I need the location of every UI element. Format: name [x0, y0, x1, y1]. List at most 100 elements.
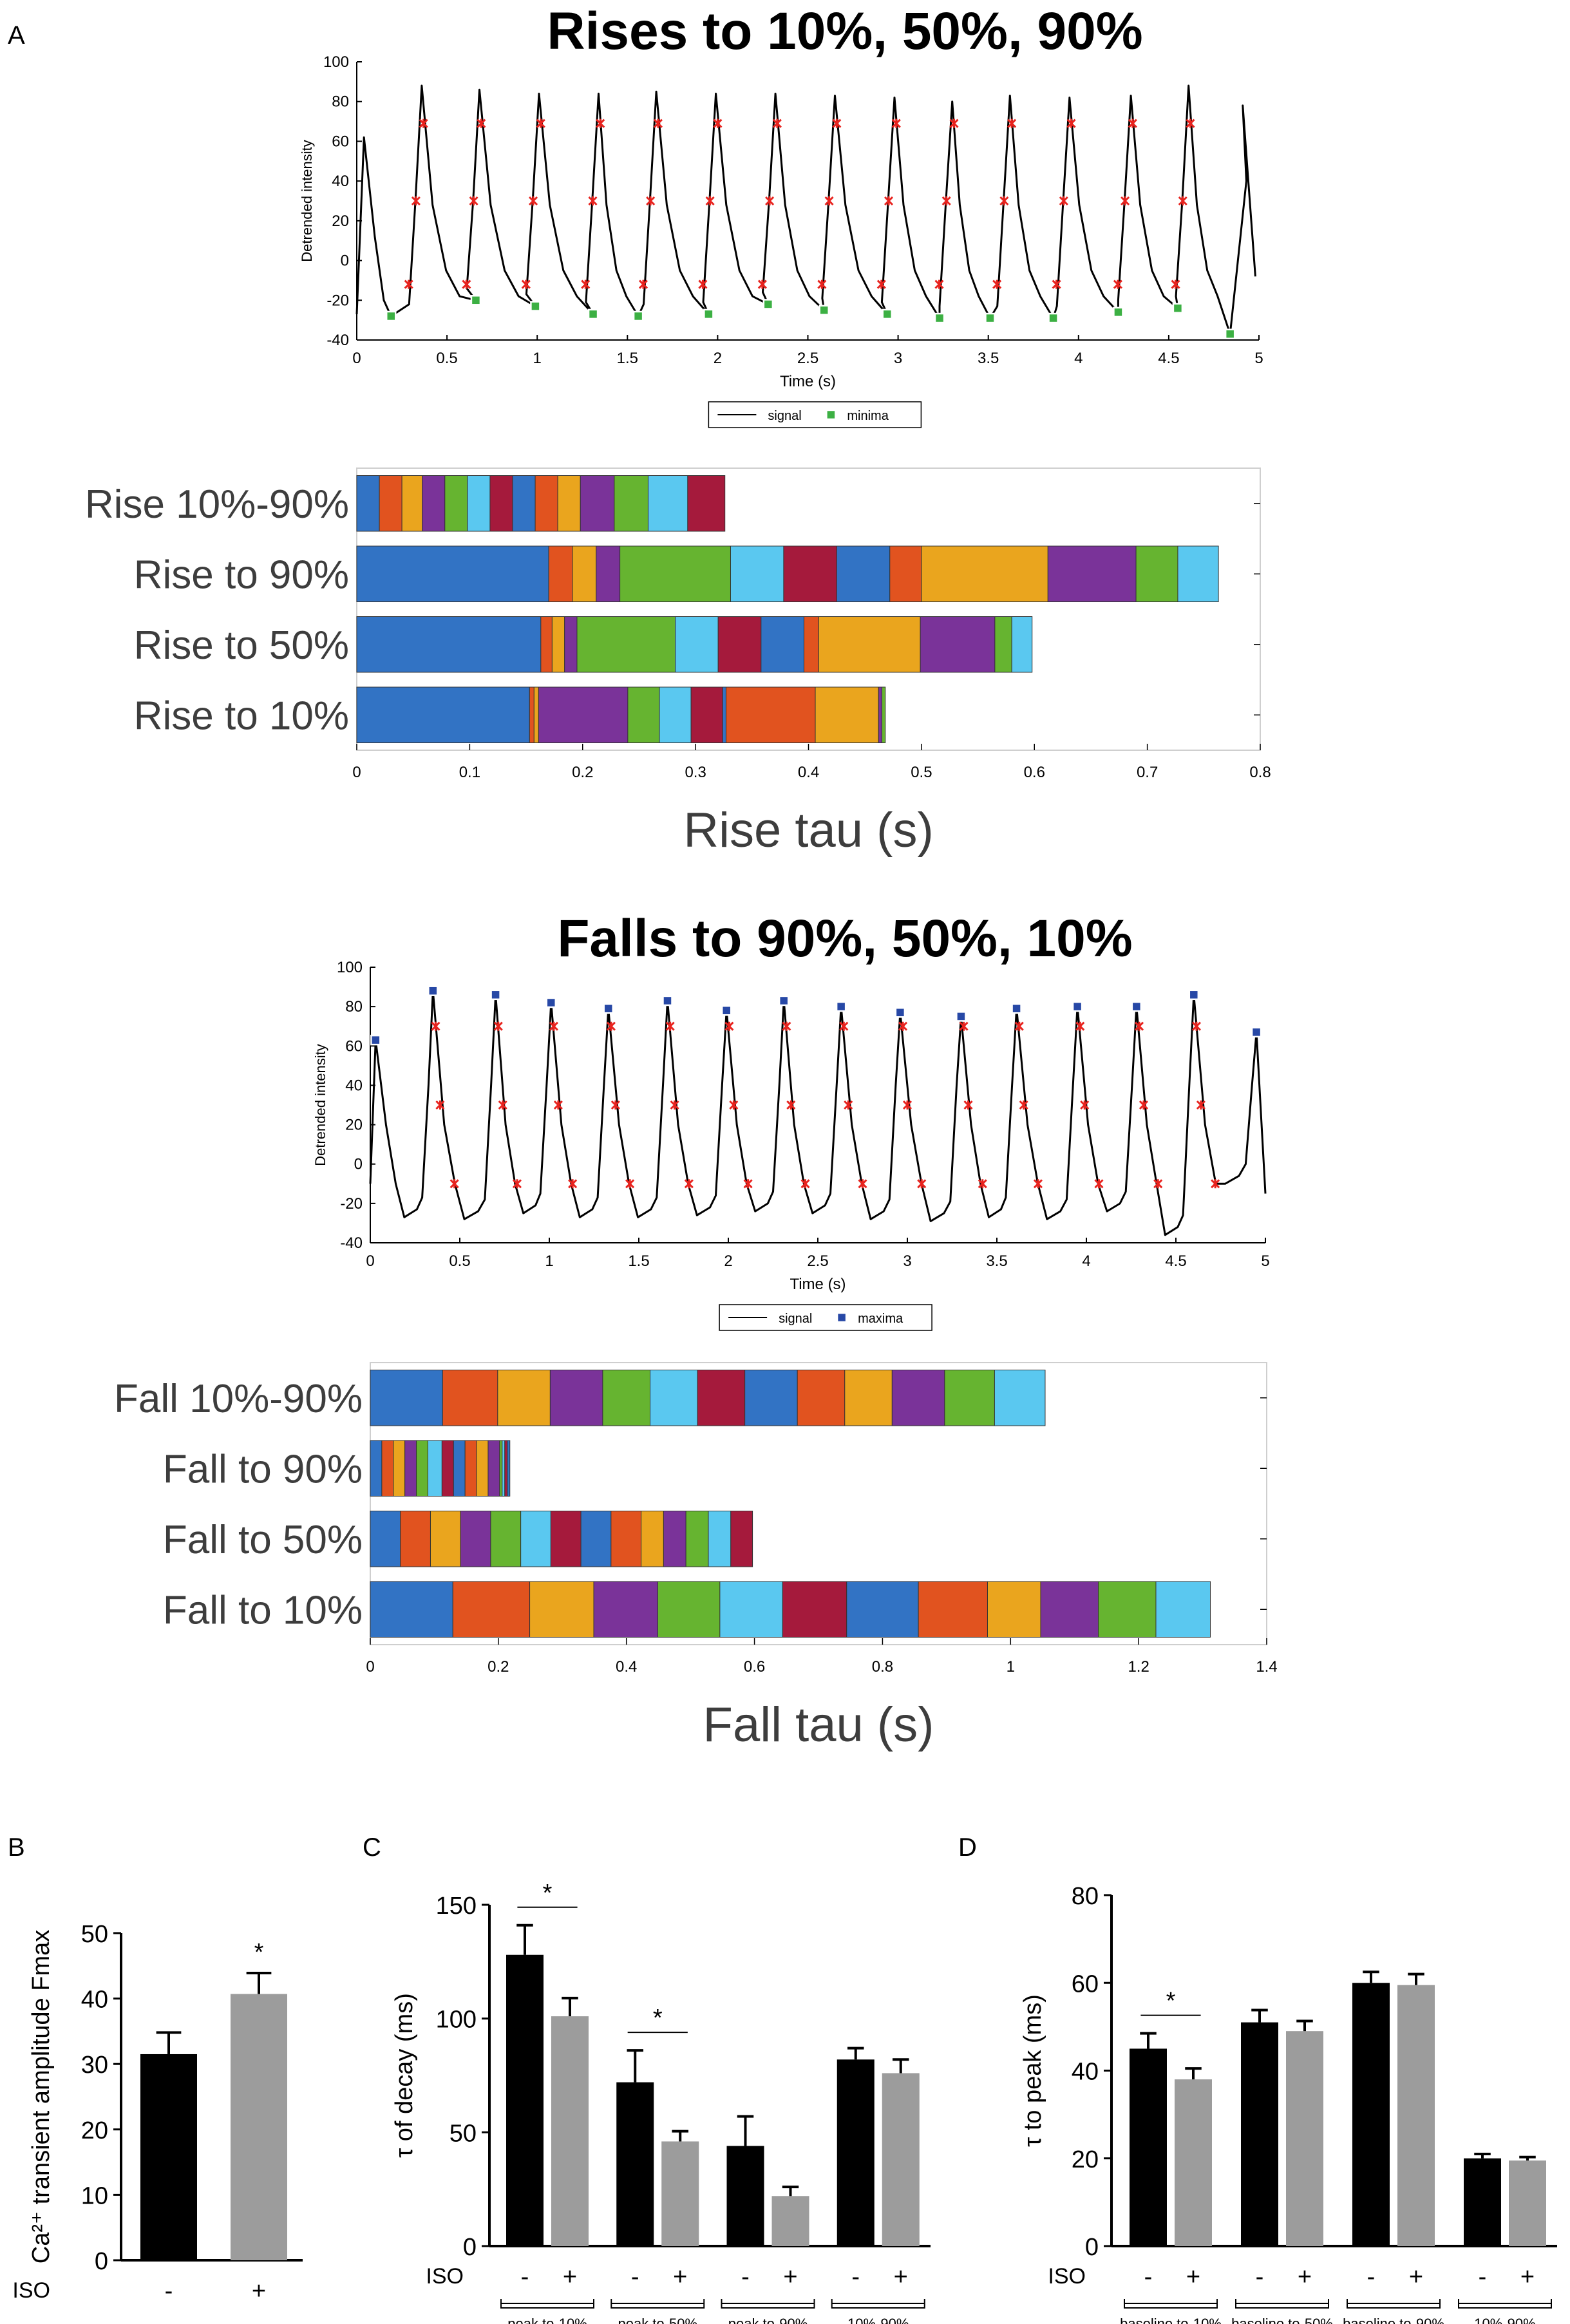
y-tick-label: 100 [436, 2007, 477, 2034]
x-tick-label: 0.1 [459, 764, 480, 781]
bar-segment [467, 475, 491, 532]
event-marker [884, 196, 894, 206]
minima-marker [632, 310, 644, 322]
panel-letters: A B C D [8, 21, 977, 1862]
event-marker [1186, 118, 1195, 128]
bar [1286, 2031, 1323, 2246]
event-marker [512, 1179, 522, 1189]
bar [551, 2016, 589, 2246]
event-marker [596, 118, 605, 128]
bar-segment [944, 1369, 995, 1426]
y-tick-label: -20 [340, 1195, 363, 1213]
group-bracket [1124, 2299, 1218, 2309]
iso-sign: - [1367, 2263, 1376, 2291]
bar-segment [889, 545, 922, 603]
event-marker [876, 279, 886, 289]
bar [1509, 2160, 1546, 2246]
bar-segment [1047, 545, 1137, 603]
bar-segment [572, 545, 597, 603]
group-label: peak to-90% [728, 2316, 808, 2324]
iso-sign: + [894, 2263, 908, 2291]
bar-segment [730, 1510, 753, 1567]
rise-tau-chart: Rise 10%-90% Rise to 90% Rise to 50% Rise t… [85, 468, 1271, 858]
bar-segment [659, 686, 692, 744]
x-tick-label: 0.4 [616, 1658, 637, 1676]
x-tick-label: 2.5 [797, 350, 818, 367]
x-tick-label: 1.5 [628, 1252, 649, 1270]
event-marker [419, 118, 428, 128]
bar [506, 1954, 544, 2246]
event-marker [765, 196, 775, 206]
y-axis-label: Ca²⁺ transient amplitude Fmax [28, 1930, 55, 2263]
y-tick-label: 0 [463, 2234, 477, 2261]
event-marker [817, 279, 827, 289]
bar-segment [815, 686, 879, 744]
bar-segment [476, 1440, 489, 1497]
event-marker [941, 196, 951, 206]
x-tick-label: 3.5 [986, 1252, 1007, 1270]
bar-segment [596, 545, 621, 603]
x-tick-label: 0.8 [1249, 764, 1271, 781]
y-tick-label: 50 [81, 1921, 108, 1948]
bar-segment [719, 1581, 783, 1638]
x-tick-label: 0.5 [449, 1252, 470, 1270]
iso-sign: + [252, 2278, 266, 2305]
tau-to-peak-bar-chart: 0 20 40 60 80 τ to peak (ms) ISO baseline to-10… [1019, 1883, 1557, 2324]
y-tick-label: 0 [354, 1156, 363, 1173]
event-marker [1019, 1100, 1028, 1110]
y-axis-label: Detrended intensity [299, 140, 315, 262]
event-marker [1153, 1179, 1163, 1189]
maxima-marker [1251, 1026, 1262, 1038]
bar-segment [708, 1510, 732, 1567]
iso-sign: + [1298, 2263, 1312, 2291]
event-marker [729, 1100, 739, 1110]
maxima-marker [603, 1003, 614, 1014]
y-axis-label: τ to peak (ms) [1019, 1994, 1046, 2147]
event-marker [999, 196, 1009, 206]
bar-segment [1040, 1581, 1099, 1638]
event-marker [1052, 279, 1061, 289]
iso-sign: - [521, 2263, 529, 2291]
maxima-marker [894, 1007, 906, 1018]
bar-segment [580, 475, 615, 532]
bar [837, 2059, 875, 2246]
bar-segment [593, 1581, 658, 1638]
y-tick-label: 100 [337, 959, 363, 976]
x-tick-label: 3 [894, 350, 902, 367]
group-label: baseline to-50% [1231, 2316, 1333, 2324]
bar-segment [356, 475, 380, 532]
category-label: Fall to 50% [163, 1518, 363, 1562]
bar-segment [580, 1510, 612, 1567]
x-tick-label: 2 [724, 1252, 732, 1270]
legend-label: signal [768, 409, 801, 423]
bar [882, 2073, 920, 2246]
legend-marker-swatch [836, 1312, 847, 1323]
event-marker [963, 1100, 973, 1110]
legend-marker-swatch [826, 409, 837, 420]
event-marker [800, 1179, 810, 1189]
group-label: peak to-50% [618, 2316, 697, 2324]
event-marker [521, 279, 531, 289]
event-marker [1094, 1179, 1104, 1189]
bar-segment [504, 1440, 508, 1497]
group-bracket [831, 2299, 925, 2309]
bar-segment [921, 545, 1048, 603]
bar-segment [627, 686, 660, 744]
bar-segment [920, 616, 996, 673]
x-tick-label: 1.2 [1128, 1658, 1149, 1676]
y-tick-label: 20 [332, 213, 349, 230]
bar-segment [783, 545, 837, 603]
iso-sign: + [1186, 2263, 1200, 2291]
bar-segment [614, 475, 648, 532]
event-marker [568, 1179, 578, 1189]
maxima-marker [1011, 1003, 1022, 1014]
bar-segment [487, 1440, 500, 1497]
event-marker [653, 118, 663, 128]
maxima-marker [662, 995, 673, 1006]
minima-marker [1113, 307, 1124, 318]
bar-segment [452, 1581, 531, 1638]
x-tick-label: 4 [1074, 350, 1083, 367]
x-tick-label: 2.5 [807, 1252, 828, 1270]
x-tick-label: 4 [1082, 1252, 1090, 1270]
bar-segment [722, 686, 726, 744]
